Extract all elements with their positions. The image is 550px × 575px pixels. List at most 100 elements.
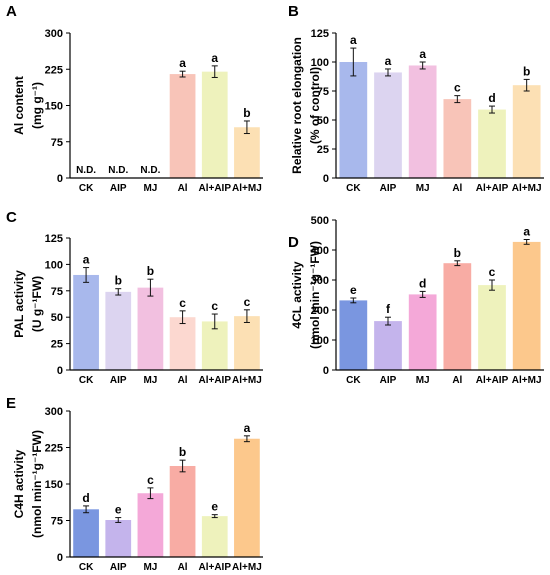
significance-label-d-0: e (350, 283, 357, 297)
panel-e: E C4H activity (nmol min⁻¹g⁻¹FW) d CK e AIP c MJ… (6, 395, 263, 573)
x-tick-label-d-3: Al (452, 375, 462, 386)
bar-e-1 (105, 520, 132, 557)
bar-e-0 (73, 509, 99, 557)
significance-label-c-3: c (179, 296, 186, 310)
x-tick-label-e-3: Al (178, 562, 188, 573)
bar-c-5 (234, 316, 260, 370)
y-tick-label-a-2: 150 (45, 101, 63, 113)
x-tick-label-a-3: Al (178, 183, 188, 194)
bar-d-3 (443, 263, 472, 370)
y-tick-label-c-4: 100 (45, 259, 63, 271)
bar-e-4 (201, 516, 228, 557)
x-tick-label-e-4: Al+AIP (198, 562, 231, 573)
y-tick-label-e-4: 300 (45, 406, 63, 418)
y-tick-label-e-1: 75 (51, 516, 63, 528)
panel-a: A Al content (mg g⁻¹) N.D. CK N.D. AIP N.D. MJ a A… (6, 3, 263, 194)
panel-d: D 4CL activity (nmol min⁻¹g⁻¹FW) e CK f AIP d MJ… (288, 215, 544, 386)
y-axis-unit-e: (nmol min⁻¹g⁻¹FW) (30, 430, 44, 538)
x-tick-label-d-2: MJ (416, 375, 430, 386)
y-axis-title-a: Al content (12, 76, 26, 135)
bar-d-1 (374, 321, 402, 370)
x-tick-label-c-0: CK (79, 375, 94, 386)
x-tick-label-d-0: CK (346, 375, 361, 386)
y-tick-label-e-0: 0 (57, 552, 63, 564)
bar-c-3 (169, 317, 196, 370)
bar-e-3 (169, 465, 196, 557)
bar-b-5 (512, 85, 541, 178)
y-tick-label-e-3: 225 (45, 443, 63, 455)
x-tick-label-e-2: MJ (143, 562, 157, 573)
significance-label-e-2: c (147, 473, 154, 487)
y-tick-label-a-4: 300 (45, 28, 63, 40)
bar-a-4 (201, 71, 228, 178)
bar-c-2 (137, 287, 164, 370)
x-tick-label-b-3: Al (452, 183, 462, 194)
x-tick-label-c-1: AIP (110, 375, 127, 386)
significance-label-a-3: a (179, 56, 186, 70)
significance-label-c-4: c (211, 299, 218, 313)
bar-b-2 (408, 65, 437, 178)
x-tick-label-a-0: CK (79, 183, 94, 194)
panel-letter-b: B (288, 3, 299, 20)
significance-label-e-4: e (211, 500, 218, 514)
y-tick-label-c-1: 25 (51, 339, 63, 351)
y-tick-label-d-5: 500 (311, 215, 329, 227)
y-axis-unit-a: (mg g⁻¹) (30, 82, 44, 129)
significance-label-b-5: b (523, 64, 530, 78)
y-tick-label-b-3: 75 (317, 86, 329, 98)
y-tick-label-b-5: 125 (311, 28, 329, 40)
significance-label-c-2: b (147, 264, 154, 278)
y-axis-unit-b: (% of control) (308, 67, 322, 144)
x-tick-label-b-1: AIP (380, 183, 397, 194)
y-tick-label-d-0: 0 (323, 365, 329, 377)
significance-label-d-1: f (386, 302, 391, 316)
x-tick-label-b-5: Al+MJ (512, 183, 542, 194)
y-tick-label-c-3: 75 (51, 286, 63, 298)
y-tick-label-a-3: 225 (45, 64, 63, 76)
y-axis-title-c: PAL activity (12, 270, 26, 338)
x-tick-label-b-2: MJ (416, 183, 430, 194)
y-tick-label-b-0: 0 (323, 173, 329, 185)
x-tick-label-e-1: AIP (110, 562, 127, 573)
x-tick-label-c-3: Al (178, 375, 188, 386)
x-tick-label-d-1: AIP (380, 375, 397, 386)
significance-label-a-5: b (243, 106, 250, 120)
significance-label-b-4: d (488, 91, 495, 105)
significance-label-e-3: b (179, 445, 186, 459)
x-tick-label-c-4: Al+AIP (198, 375, 231, 386)
panel-letter-e: E (6, 395, 16, 412)
y-axis-title-d: 4CL activity (290, 261, 304, 328)
x-tick-label-b-0: CK (346, 183, 361, 194)
significance-label-d-5: a (523, 225, 530, 239)
panel-b: B Relative root elongation (% of control) a… (288, 3, 544, 194)
y-tick-label-d-2: 200 (311, 305, 329, 317)
x-tick-label-e-0: CK (79, 562, 94, 573)
x-tick-label-a-5: Al+MJ (232, 183, 262, 194)
significance-label-c-0: a (83, 253, 90, 267)
y-tick-label-b-1: 25 (317, 144, 329, 156)
y-axis-unit-c: (U g⁻¹FW) (30, 276, 44, 332)
bar-b-1 (374, 72, 402, 178)
bar-a-5 (234, 127, 260, 178)
panel-letter-c: C (6, 209, 17, 226)
y-tick-label-c-0: 0 (57, 365, 63, 377)
x-tick-label-b-4: Al+AIP (476, 183, 509, 194)
significance-label-b-1: a (385, 54, 392, 68)
y-axis-unit-d: (nmol min⁻¹g⁻¹FW) (308, 241, 322, 349)
significance-label-c-1: b (115, 274, 122, 288)
x-tick-label-c-5: Al+MJ (232, 375, 262, 386)
bar-e-5 (234, 438, 260, 557)
not-detected-label-a-1: N.D. (108, 165, 128, 176)
y-axis-title-e: C4H activity (12, 449, 26, 518)
bar-a-3 (169, 74, 196, 178)
bar-d-0 (339, 300, 368, 370)
bar-c-0 (73, 274, 99, 370)
bar-b-0 (339, 62, 368, 178)
bar-d-2 (408, 294, 437, 370)
bar-b-4 (478, 109, 506, 178)
not-detected-label-a-2: N.D. (140, 165, 160, 176)
y-tick-label-b-4: 100 (311, 57, 329, 69)
bar-c-4 (201, 321, 228, 370)
significance-label-b-0: a (350, 33, 357, 47)
